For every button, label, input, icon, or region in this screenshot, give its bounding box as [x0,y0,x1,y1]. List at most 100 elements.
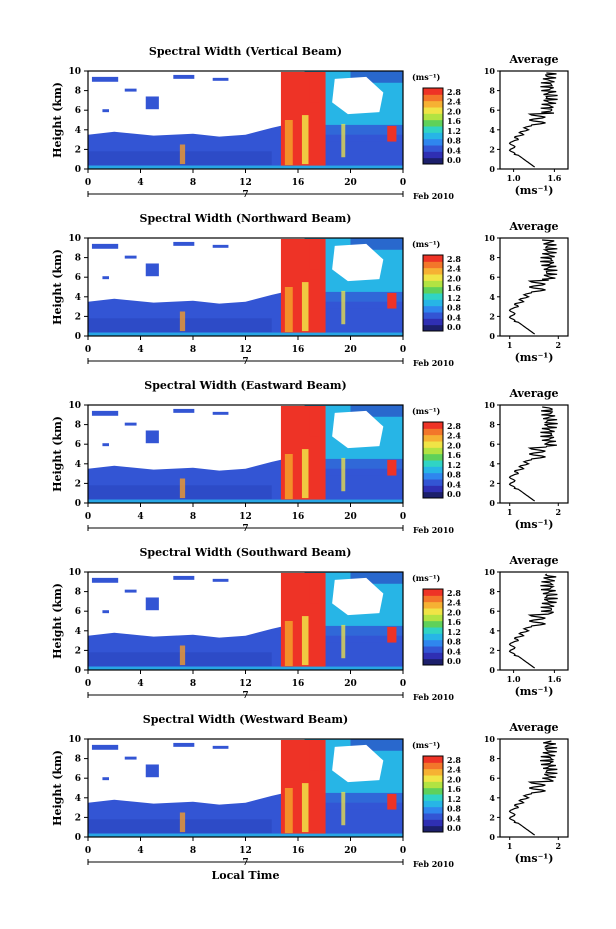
average-title: Average [508,721,558,734]
date-label: Feb 2010 [413,358,454,368]
average-y-tick-label: 8 [489,754,495,764]
colorbar-tick-label: 0.0 [447,155,461,165]
colorbar-tick-label: 1.6 [447,116,461,126]
colorbar-swatch [423,620,443,628]
cloud-echo [124,88,137,92]
colorbar-tick-label: 1.2 [447,794,461,804]
date-label: Feb 2010 [413,859,454,869]
colorbar-swatch [423,145,443,152]
y-tick-label: 10 [68,234,81,244]
heatmap-field [88,238,403,336]
colorbar-swatch [423,119,443,127]
colorbar-swatch [423,768,443,776]
colorbar-swatch [423,762,443,770]
average-y-tick-label: 10 [484,400,496,410]
x-tick-label: 0 [400,345,406,355]
x-tick-label: 0 [400,679,406,689]
colorbar-tick-label: 0.4 [447,646,461,656]
cloud-echo [212,745,229,749]
x-tick-label: 0 [400,512,406,522]
colorbar-tick-label: 0.0 [447,322,461,332]
heatmap-panel-0: Spectral Width (Vertical Beam) 0 2 4 6 8 10 Hei… [51,45,569,201]
colorbar-tick-label: 0.4 [447,479,461,489]
no-data-gap [332,410,384,449]
colorbar-swatch [423,151,443,159]
average-x-axis-label: (ms⁻¹) [515,184,554,197]
x-tick-label: 20 [344,846,357,856]
colorbar-tick-label: 0.4 [447,312,461,322]
colorbar-unit: (ms⁻¹) [412,406,440,416]
y-tick-label: 2 [75,312,81,322]
colorbar-tick-label: 0.4 [447,145,461,155]
x-tick-label: 16 [292,846,305,856]
average-y-tick-label: 6 [489,606,495,616]
colorbar-swatch [423,157,443,165]
cloud-echo [145,96,159,110]
colorbar-swatch [423,491,443,499]
y-tick-label: 8 [75,588,81,598]
average-title: Average [508,387,558,400]
colorbar-swatch [423,312,443,319]
colorbar-tick-label: 0.0 [447,823,461,833]
colorbar-swatch [423,819,443,827]
colorbar-tick-label: 2.0 [447,273,461,283]
y-tick-label: 8 [75,254,81,264]
late-echo [387,125,397,142]
average-y-tick-label: 4 [489,292,495,302]
y-tick-label: 6 [75,774,81,784]
average-y-tick-label: 4 [489,459,495,469]
average-y-tick-label: 0 [489,498,495,508]
cloud-echo [173,74,195,79]
colorbar-swatch [423,422,443,429]
colorbar-tick-label: 2.0 [447,440,461,450]
average-x-tick-label: 2 [555,340,561,350]
colorbar-unit: (ms⁻¹) [412,740,440,750]
cloud-echo [173,575,195,580]
day-label: 7 [242,858,248,868]
average-y-tick-label: 6 [489,439,495,449]
average-title: Average [508,554,558,567]
x-tick-label: 4 [137,846,143,856]
y-tick-label: 4 [75,460,81,470]
average-x-tick-label: 1 [507,841,513,851]
average-x-tick-label: 1.6 [547,173,561,183]
surface-band [88,332,403,336]
average-x-axis-label: (ms⁻¹) [515,351,554,364]
y-tick-label: 8 [75,755,81,765]
colorbar-tick-label: 2.4 [447,97,461,107]
day-label: 7 [242,357,248,367]
surface-band [88,499,403,503]
average-x-tick-label: 1 [507,340,513,350]
colorbar-tick-label: 2.8 [447,588,461,598]
x-tick-label: 16 [292,512,305,522]
average-y-tick-label: 8 [489,253,495,263]
y-axis-label: Height (km) [51,82,64,158]
colorbar-swatch [423,652,443,660]
average-profile-panel: Average 0 2 4 6 8 10 1.0 1.6(ms⁻¹) [484,554,569,698]
cloud-echo [145,764,159,778]
surface-band [88,666,403,670]
average-frame [499,237,569,337]
average-profile-panel: Average 0 2 4 6 8 10 1.0 1.6(ms⁻¹) [484,53,569,197]
panel-title: Spectral Width (Vertical Beam) [149,45,342,58]
cloud-echo [91,744,119,750]
colorbar-unit: (ms⁻¹) [412,239,440,249]
cloud-echo [91,76,119,82]
panel-title: Spectral Width (Northward Beam) [140,212,352,225]
x-tick-label: 4 [137,178,143,188]
late-echo [387,292,397,309]
x-tick-label: 12 [239,846,252,856]
y-tick-label: 6 [75,106,81,116]
colorbar-swatch [423,293,443,300]
colorbar-tick-label: 2.8 [447,87,461,97]
y-tick-label: 2 [75,479,81,489]
average-frame [499,70,569,170]
colorbar-tick-label: 0.0 [447,656,461,666]
colorbar: (ms⁻¹) 0.00.40.81.21.62.02.42.8 [412,239,461,332]
colorbar-swatch [423,267,443,275]
average-x-tick-label: 1 [507,507,513,517]
day-label: 7 [242,524,248,534]
colorbar-swatch [423,126,443,133]
